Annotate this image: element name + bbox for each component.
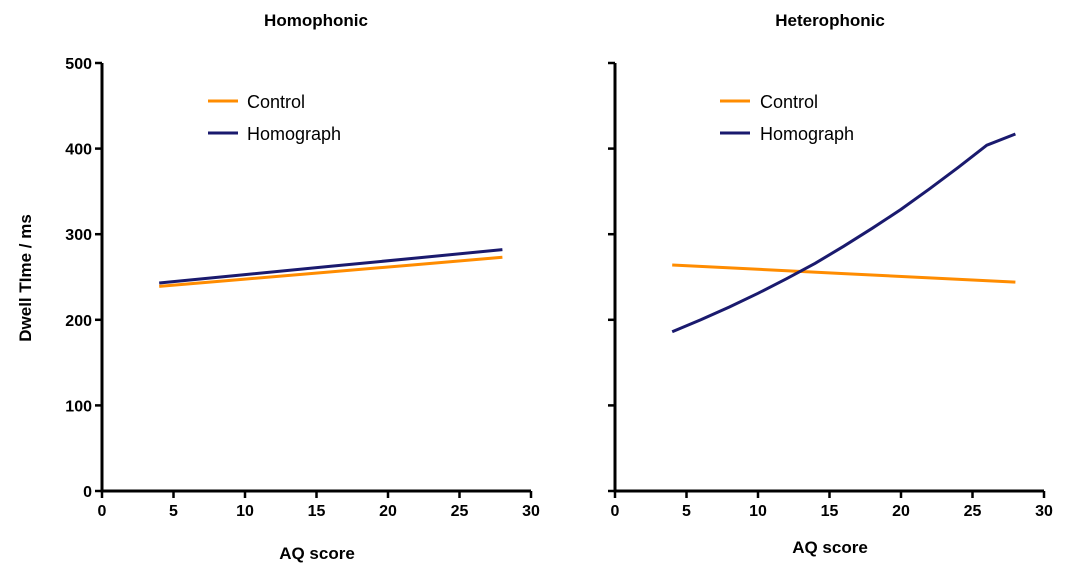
axis-ticks: 0 5 10 15 20 25 30 [608,61,1053,520]
chart-title: Homophonic [264,11,368,30]
x-tick-label: 0 [98,503,107,520]
series-group [671,132,1016,334]
y-tick-label: 100 [65,398,92,415]
x-tick-label: 0 [611,503,620,520]
legend: Control Homograph [720,92,854,144]
legend-label-homograph: Homograph [760,124,854,144]
y-tick-label: 400 [65,142,92,159]
chart-title: Heterophonic [775,11,885,30]
legend-label-homograph: Homograph [247,124,341,144]
panel-homophonic: Homophonic Dwell TIme / ms AQ score 0 5 10… [16,11,540,563]
x-tick-label: 30 [1035,503,1053,520]
x-tick-label: 5 [682,503,691,520]
x-tick-label: 30 [522,503,540,520]
y-tick-label: 300 [65,227,92,244]
x-tick-label: 20 [379,503,397,520]
series-line-control [672,263,1016,284]
x-tick-label: 20 [892,503,910,520]
series-line-control [159,255,503,288]
legend-label-control: Control [247,92,305,112]
series-group [159,248,503,288]
legend: Control Homograph [208,92,341,144]
y-tick-label: 200 [65,313,92,330]
y-axis-label: Dwell TIme / ms [16,214,35,342]
series-line-homograph [671,132,1016,334]
x-axis-label: AQ score [279,544,355,563]
x-tick-label: 25 [964,503,982,520]
y-tick-label: 500 [65,56,92,73]
x-axis-label: AQ score [792,538,868,557]
series-line-homograph [159,248,503,285]
panel-heterophonic: Heterophonic AQ score 0 5 10 15 20 25 30 Contr… [608,11,1053,557]
x-tick-label: 10 [749,503,767,520]
x-tick-label: 5 [169,503,178,520]
x-tick-label: 10 [236,503,254,520]
y-tick-label: 0 [83,484,92,501]
x-tick-label: 15 [821,503,839,520]
legend-label-control: Control [760,92,818,112]
x-tick-label: 15 [308,503,326,520]
x-tick-label: 25 [451,503,469,520]
